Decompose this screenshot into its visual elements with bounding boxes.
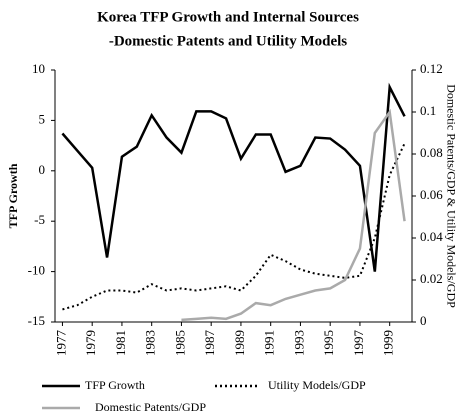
x-tick-label: 1999 (381, 330, 396, 356)
series-line (62, 143, 406, 311)
series-line (181, 108, 406, 322)
x-tick-label: 1985 (172, 330, 187, 356)
legend-label: TFP Growth (85, 378, 145, 392)
x-tick-label: 1979 (83, 330, 98, 356)
series-line (61, 82, 406, 272)
y-tick-label: -10 (28, 263, 45, 278)
x-tick-label: 1983 (143, 330, 158, 356)
y2-tick-label: 0.12 (420, 61, 443, 76)
chart-title: Korea TFP Growth and Internal Sources (97, 9, 359, 25)
x-tick-label: 1981 (113, 330, 128, 356)
legend-label: Utility Models/GDP (268, 378, 366, 392)
y2-axis-label: Domestic Patents/GDP & Utility Models/GD… (444, 84, 457, 308)
chart-subtitle: -Domestic Patents and Utility Models (109, 33, 347, 49)
y-tick-label: 5 (39, 111, 46, 126)
x-tick-label: 1993 (291, 330, 306, 356)
x-tick-label: 1997 (351, 330, 366, 357)
x-tick-label: 1987 (202, 330, 217, 357)
legend-label: Domestic Patents/GDP (95, 400, 206, 414)
y-axis-label: TFP Growth (6, 163, 20, 228)
y2-tick-label: 0.08 (420, 145, 443, 160)
y2-tick-label: 0.04 (420, 229, 443, 244)
y2-tick-label: 0.1 (420, 103, 436, 118)
x-tick-label: 1977 (53, 330, 68, 357)
x-tick-label: 1995 (321, 330, 336, 356)
y-tick-label: -15 (28, 313, 45, 328)
y-tick-label: 10 (32, 61, 45, 76)
y2-tick-label: 0.02 (420, 271, 443, 286)
x-tick-label: 1989 (232, 330, 247, 356)
y-tick-label: -5 (34, 212, 45, 227)
x-tick-label: 1991 (262, 330, 277, 356)
y2-tick-label: 0 (420, 313, 427, 328)
y-tick-label: 0 (39, 162, 46, 177)
y2-tick-label: 0.06 (420, 187, 443, 202)
